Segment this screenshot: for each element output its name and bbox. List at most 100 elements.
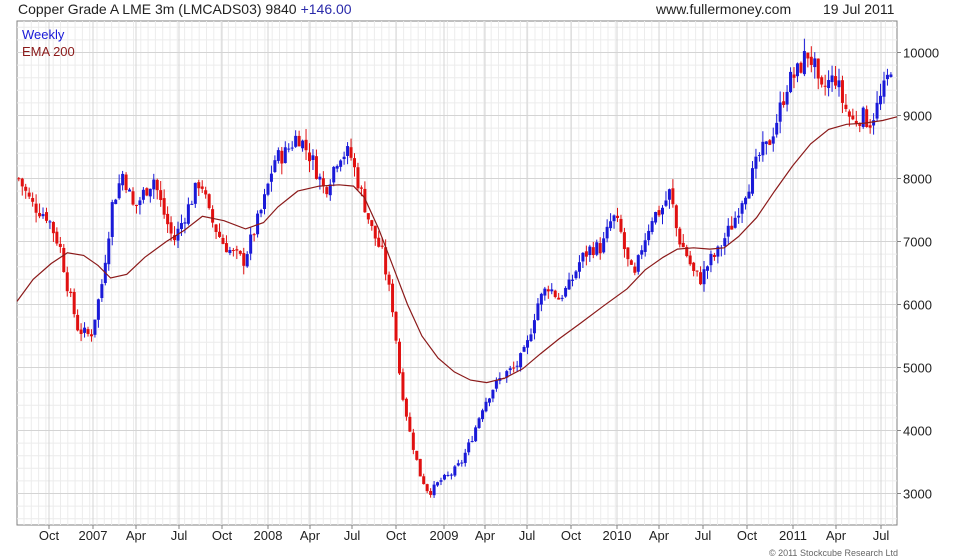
candle-body [76,314,80,331]
candle-body [162,198,166,215]
candle-body [152,179,156,190]
website-link[interactable]: www.fullermoney.com [656,1,792,17]
candle-body [550,289,554,292]
candle-body [186,204,190,224]
x-tick-label: 2011 [779,528,807,543]
candle-body [27,192,31,197]
candle-body [553,290,557,297]
candle-body [339,160,343,167]
candle-body [287,148,291,150]
candle-body [335,166,339,169]
candle-body [224,243,228,253]
candle-body [204,190,208,195]
candle-body [58,243,62,247]
candle-body [882,80,886,97]
candle-body [560,297,564,299]
candle-body [294,135,298,147]
candle-body [308,152,312,162]
candle-body [768,140,772,145]
candle-body [584,251,588,257]
candle-body [591,247,595,256]
candle-body [622,232,626,250]
candle-body [41,214,45,217]
candle-body [55,231,59,244]
candle-body [820,77,824,85]
candle-body [24,186,28,191]
candle-body [429,490,433,495]
candle-body [86,329,90,334]
candle-body [640,250,644,255]
candle-body [581,252,585,262]
candle-body [868,125,872,128]
candle-body [408,416,412,432]
candle-body [359,187,363,189]
candle-body [775,122,779,135]
candle-body [263,194,267,210]
candle-body [200,186,204,189]
candle-body [211,209,215,223]
candle-body [712,254,716,258]
candle-body [872,120,876,126]
candle-body [532,320,536,334]
candle-body [785,91,789,105]
candle-body [778,102,782,122]
candle-body [612,215,616,222]
candle-body [543,288,547,296]
candle-body [629,260,633,265]
candle-body [148,188,152,197]
candle-body [494,379,498,389]
candle-body [529,334,533,342]
candle-body [159,190,163,201]
x-tick-label: 2010 [603,528,632,543]
candle-body [169,222,173,234]
candle-body [463,452,467,463]
candle-body [231,250,235,252]
candle-body [107,238,111,265]
candle-body [17,178,21,180]
candle-body [456,463,460,466]
candle-body [325,187,329,195]
candle-body [633,266,637,273]
x-tick-label: Apr [300,528,321,543]
candle-body [138,200,142,205]
candle-body [276,150,280,161]
candle-body [373,225,377,239]
candle-body [304,139,308,151]
candle-body [519,353,523,368]
candle-body [259,210,263,214]
ema-200-line [16,116,898,384]
candle-body [705,266,709,271]
candle-body [51,222,55,234]
candle-body [792,74,796,78]
candle-body [283,147,287,163]
candle-body [93,319,97,335]
candle-body [20,178,24,187]
candle-body [121,173,125,186]
candle-body [79,329,83,334]
candle-body [834,76,838,86]
candle-body [380,245,384,247]
candle-body [290,147,294,149]
candle-body [214,224,218,233]
candle-body [470,441,474,443]
candle-body [512,367,516,369]
candle-body [889,74,893,77]
candle-body [847,111,851,117]
candle-body [328,184,332,196]
candle-body [155,179,159,191]
candle-body [574,271,578,279]
candle-body [816,58,820,79]
candle-body [401,372,405,400]
candle-body [183,222,187,224]
candle-body [110,202,114,237]
legend-weekly: Weekly [22,27,65,42]
candle-body [342,156,346,160]
candle-body [681,242,685,248]
candle-body [356,167,360,189]
candle-body [62,247,66,272]
candle-body [737,215,741,218]
candle-body [733,217,737,228]
candle-body [716,246,720,257]
candle-body [491,389,495,399]
candle-body [667,189,671,200]
